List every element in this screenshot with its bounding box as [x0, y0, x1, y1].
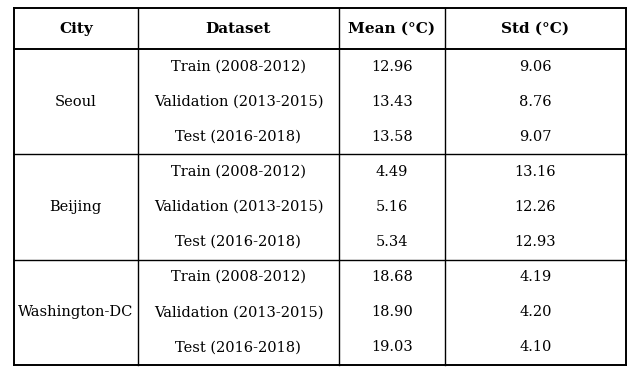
Text: Seoul: Seoul — [55, 95, 97, 109]
Text: 5.34: 5.34 — [376, 235, 408, 249]
Text: Test (2016-2018): Test (2016-2018) — [175, 340, 301, 354]
Text: 13.16: 13.16 — [515, 165, 556, 179]
Text: Dataset: Dataset — [205, 22, 271, 36]
Text: 4.10: 4.10 — [519, 340, 552, 354]
Text: 13.58: 13.58 — [371, 130, 413, 144]
Text: 12.93: 12.93 — [515, 235, 556, 249]
Text: Validation (2013-2015): Validation (2013-2015) — [154, 95, 323, 109]
Text: 4.19: 4.19 — [519, 270, 552, 284]
Text: Std (°C): Std (°C) — [501, 22, 570, 36]
Text: Test (2016-2018): Test (2016-2018) — [175, 130, 301, 144]
Text: 19.03: 19.03 — [371, 340, 413, 354]
Text: Mean (°C): Mean (°C) — [348, 22, 436, 36]
Text: City: City — [59, 22, 93, 36]
Text: Validation (2013-2015): Validation (2013-2015) — [154, 200, 323, 214]
Text: Validation (2013-2015): Validation (2013-2015) — [154, 305, 323, 319]
Text: 18.68: 18.68 — [371, 270, 413, 284]
Text: 12.96: 12.96 — [371, 60, 413, 74]
Text: 9.07: 9.07 — [519, 130, 552, 144]
Text: Train (2008-2012): Train (2008-2012) — [171, 60, 306, 74]
Text: 18.90: 18.90 — [371, 305, 413, 319]
Text: 12.26: 12.26 — [515, 200, 556, 214]
Text: 5.16: 5.16 — [376, 200, 408, 214]
Text: 9.06: 9.06 — [519, 60, 552, 74]
Text: Test (2016-2018): Test (2016-2018) — [175, 235, 301, 249]
Text: 4.20: 4.20 — [519, 305, 552, 319]
Text: Train (2008-2012): Train (2008-2012) — [171, 270, 306, 284]
Text: 13.43: 13.43 — [371, 95, 413, 109]
Text: Beijing: Beijing — [50, 200, 102, 214]
Text: Washington-DC: Washington-DC — [18, 305, 134, 319]
Text: 4.49: 4.49 — [376, 165, 408, 179]
Text: Train (2008-2012): Train (2008-2012) — [171, 165, 306, 179]
Text: 8.76: 8.76 — [519, 95, 552, 109]
